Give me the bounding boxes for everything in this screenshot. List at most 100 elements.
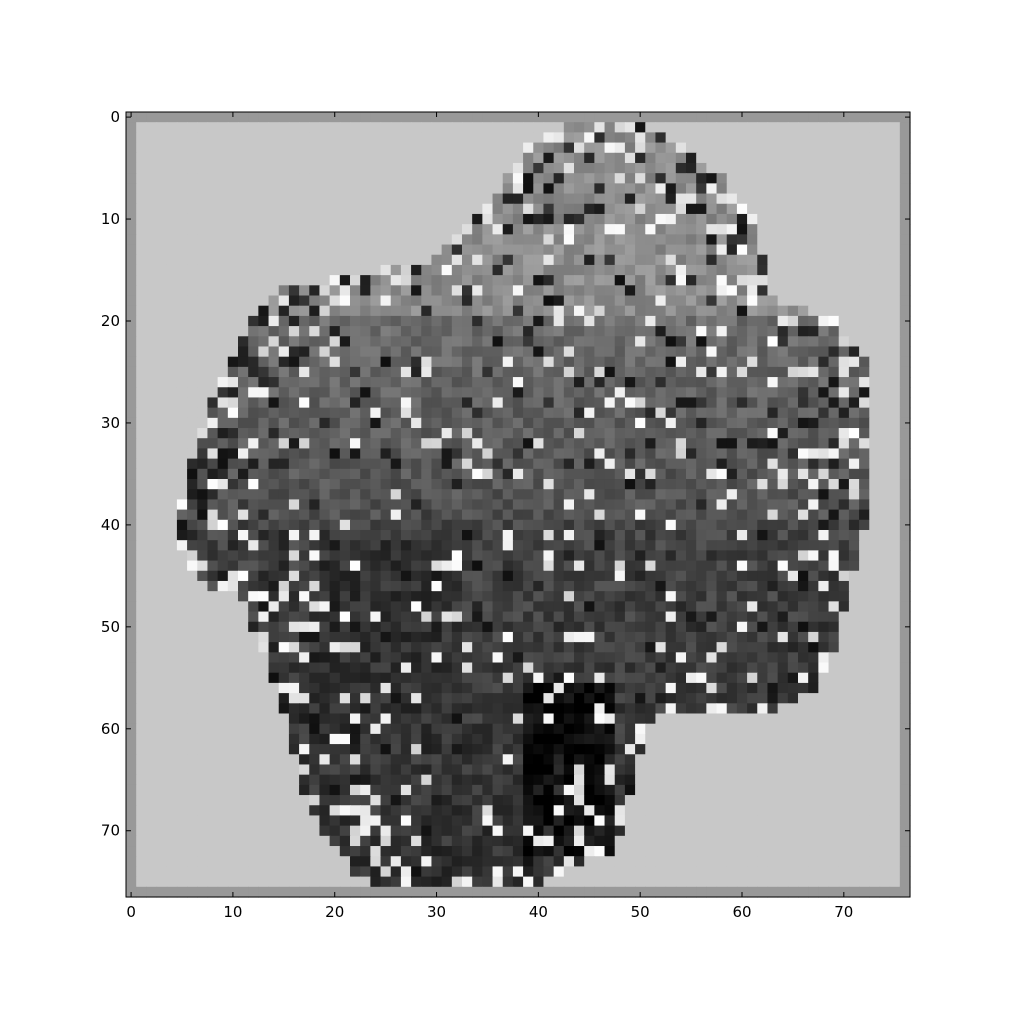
heatmap-cell <box>197 529 209 541</box>
heatmap-cell <box>299 529 310 541</box>
heatmap-cell <box>288 203 300 215</box>
heatmap-cell <box>187 336 198 348</box>
heatmap-cell <box>370 489 382 500</box>
heatmap-cell <box>176 305 188 317</box>
heatmap-cell <box>268 275 280 286</box>
heatmap-cell <box>655 173 667 184</box>
heatmap-cell <box>248 407 259 419</box>
heatmap-cell <box>645 529 657 541</box>
heatmap-cell <box>594 428 606 439</box>
heatmap-cell <box>747 458 758 470</box>
heatmap-cell <box>614 336 626 348</box>
heatmap-cell <box>309 713 321 725</box>
heatmap-cell <box>635 642 646 653</box>
heatmap-cell <box>268 254 280 266</box>
heatmap-cell <box>492 580 504 592</box>
heatmap-cell <box>309 662 321 674</box>
heatmap-cell <box>197 448 209 460</box>
heatmap-cell <box>187 183 198 195</box>
heatmap-cell <box>584 703 595 715</box>
heatmap-cell <box>492 356 504 368</box>
heatmap-cell <box>502 264 514 276</box>
heatmap-cell <box>421 519 433 531</box>
heatmap-cell <box>380 254 392 266</box>
heatmap-cell <box>441 295 453 307</box>
heatmap-cell <box>258 652 270 664</box>
heatmap-cell <box>360 193 371 205</box>
heatmap-cell <box>278 112 290 123</box>
heatmap-cell <box>238 377 249 388</box>
heatmap-cell <box>686 264 697 276</box>
heatmap-cell <box>696 285 707 297</box>
heatmap-cell <box>879 540 891 551</box>
heatmap-cell <box>848 540 860 551</box>
heatmap-cell <box>899 601 911 613</box>
heatmap-cell <box>574 499 585 511</box>
heatmap-cell <box>533 733 545 745</box>
heatmap-cell <box>329 387 341 399</box>
heatmap-cell <box>859 193 870 205</box>
heatmap-cell <box>512 601 524 613</box>
heatmap-cell <box>126 417 137 429</box>
heatmap-cell <box>889 193 901 205</box>
heatmap-cell <box>329 315 341 327</box>
heatmap-cell <box>329 377 341 388</box>
heatmap-cell <box>767 224 779 235</box>
heatmap-cell <box>502 489 514 500</box>
heatmap-cell <box>411 438 422 450</box>
heatmap-cell <box>736 744 748 755</box>
heatmap-cell <box>278 703 290 715</box>
heatmap-cell <box>451 529 463 541</box>
heatmap-cell <box>166 152 178 164</box>
heatmap-cell <box>360 519 371 531</box>
heatmap-cell <box>390 285 402 297</box>
heatmap-cell <box>675 764 687 776</box>
heatmap-cell <box>889 326 901 337</box>
heatmap-cell <box>278 672 290 684</box>
heatmap-cell <box>747 479 758 490</box>
heatmap-cell <box>543 254 555 266</box>
heatmap-cell <box>421 580 433 592</box>
heatmap-cell <box>227 601 239 613</box>
heatmap-cell <box>798 703 809 715</box>
heatmap-cell <box>879 438 891 450</box>
heatmap-cell <box>757 275 769 286</box>
heatmap-cell <box>227 122 239 133</box>
heatmap-cell <box>818 723 830 735</box>
heatmap-cell <box>472 448 483 460</box>
heatmap-cell <box>645 662 657 674</box>
heatmap-cell <box>207 652 219 664</box>
heatmap-cell <box>299 723 310 735</box>
heatmap-cell <box>543 448 555 460</box>
heatmap-cell <box>380 621 392 633</box>
heatmap-cell <box>350 407 361 419</box>
heatmap-cell <box>421 448 433 460</box>
heatmap-cell <box>146 152 158 164</box>
heatmap-cell <box>462 162 473 174</box>
heatmap-cell <box>390 152 402 164</box>
heatmap-cell <box>614 326 626 337</box>
heatmap-cell <box>604 621 616 633</box>
heatmap-cell <box>431 295 443 307</box>
heatmap-cell <box>390 275 402 286</box>
heatmap-cell <box>238 713 249 725</box>
heatmap-cell <box>767 509 779 521</box>
heatmap-cell <box>787 203 799 215</box>
heatmap-cell <box>166 703 178 715</box>
heatmap-cell <box>197 142 209 154</box>
heatmap-cell <box>808 611 819 623</box>
heatmap-cell <box>309 132 321 144</box>
heatmap-cell <box>808 285 819 297</box>
heatmap-cell <box>696 723 707 735</box>
heatmap-cell <box>828 713 840 725</box>
heatmap-cell <box>767 183 779 195</box>
heatmap-cell <box>574 305 585 317</box>
heatmap-cell <box>431 489 443 500</box>
heatmap-cell <box>665 519 677 531</box>
heatmap-cell <box>726 601 738 613</box>
heatmap-cell <box>716 744 728 755</box>
heatmap-cell <box>869 468 881 480</box>
heatmap-cell <box>462 601 473 613</box>
heatmap-cell <box>594 550 606 562</box>
heatmap-cell <box>645 213 657 225</box>
